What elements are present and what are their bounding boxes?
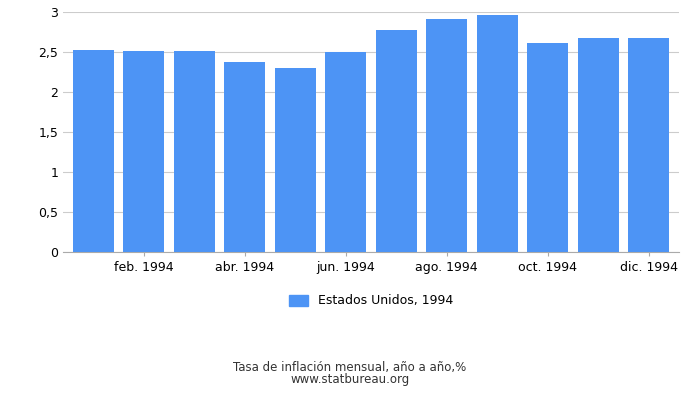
Bar — [325, 52, 367, 252]
Bar — [477, 15, 518, 252]
Text: Tasa de inflación mensual, año a año,%: Tasa de inflación mensual, año a año,% — [233, 362, 467, 374]
Bar — [224, 62, 265, 252]
Bar — [375, 30, 417, 252]
Bar — [426, 19, 468, 252]
Legend: Estados Unidos, 1994: Estados Unidos, 1994 — [284, 290, 458, 312]
Bar — [527, 43, 568, 252]
Bar — [73, 50, 114, 252]
Bar — [174, 51, 215, 252]
Bar — [123, 51, 164, 252]
Bar — [578, 38, 619, 252]
Text: www.statbureau.org: www.statbureau.org — [290, 374, 410, 386]
Bar — [628, 38, 669, 252]
Bar — [274, 68, 316, 252]
